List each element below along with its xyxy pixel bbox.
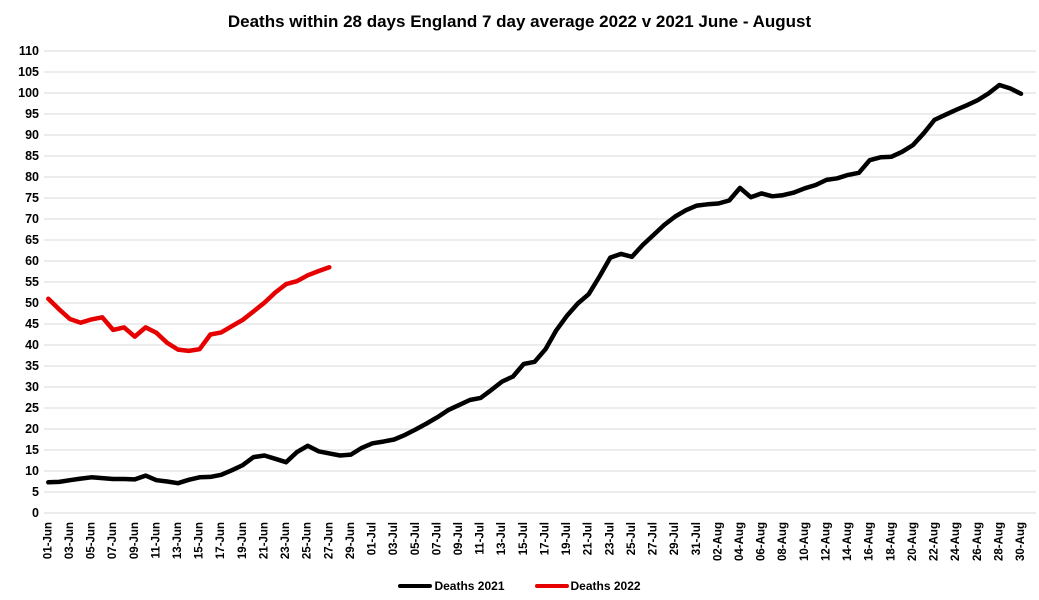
x-tick-label: 21-Jun (258, 522, 270, 559)
x-tick-label: 03-Jul (388, 522, 400, 555)
x-tick-label: 02-Aug (712, 522, 724, 561)
legend-label-2022: Deaths 2022 (570, 579, 641, 593)
y-tick-label: 20 (25, 422, 39, 436)
x-tick-label: 21-Jul (583, 522, 595, 555)
legend-item-deaths-2022: Deaths 2022 (534, 579, 641, 593)
x-tick-label: 29-Jul (669, 522, 681, 555)
x-tick-label: 27-Jul (648, 522, 660, 555)
x-tick-label: 19-Jun (237, 522, 249, 559)
y-tick-label: 45 (25, 317, 39, 331)
x-tick-label: 27-Jun (323, 522, 335, 559)
x-tick-label: 25-Jun (302, 522, 314, 559)
x-tick-label: 31-Jul (691, 522, 703, 555)
x-tick-label: 29-Jun (345, 522, 357, 559)
x-tick-label: 11-Jul (475, 522, 487, 555)
y-tick-label: 95 (25, 107, 39, 121)
x-tick-label: 06-Aug (756, 522, 768, 561)
x-tick-label: 11-Jun (150, 522, 162, 558)
x-tick-label: 14-Aug (842, 522, 854, 561)
x-tick-label: 15-Jun (194, 522, 206, 559)
x-tick-label: 16-Aug (864, 522, 876, 561)
x-tick-label: 12-Aug (820, 522, 832, 561)
x-tick-label: 05-Jun (86, 522, 98, 559)
x-tick-label: 01-Jun (42, 522, 54, 559)
y-tick-label: 0 (32, 506, 39, 520)
y-tick-label: 30 (25, 380, 39, 394)
x-tick-label: 09-Jul (453, 522, 465, 555)
x-tick-label: 07-Jul (431, 522, 443, 555)
y-tick-label: 5 (32, 485, 39, 499)
legend-item-deaths-2021: Deaths 2021 (398, 579, 505, 593)
x-tick-label: 04-Aug (734, 522, 746, 561)
y-tick-label: 10 (25, 464, 39, 478)
x-tick-label: 13-Jun (172, 522, 184, 559)
series-line-deaths-2022 (46, 265, 332, 354)
x-tick-label: 05-Jul (410, 522, 422, 555)
x-tick-label: 17-Jul (539, 522, 551, 555)
x-axis: 01-Jun 03-Jun 05-Jun 07-Jun 09-Jun 11-Jun 13-J… (42, 522, 1027, 561)
x-tick-label: 25-Jul (626, 522, 638, 555)
y-tick-label: 15 (25, 443, 39, 457)
x-tick-label: 10-Aug (799, 522, 811, 561)
x-tick-label: 15-Jul (518, 522, 530, 555)
legend-line-swatch-2021 (398, 584, 433, 588)
y-tick-label: 100 (18, 86, 39, 100)
y-tick-label: 65 (25, 233, 39, 247)
y-tick-label: 70 (25, 212, 39, 226)
y-tick-label: 75 (25, 191, 39, 205)
x-tick-label: 17-Jun (215, 522, 227, 559)
y-axis: 0 5 10 15 20 25 30 35 40 45 50 55 60 65 70 75 80 85 90 95 10… (18, 44, 39, 520)
x-tick-label: 22-Aug (929, 522, 941, 561)
x-tick-label: 19-Jul (561, 522, 573, 555)
x-tick-label: 08-Aug (777, 522, 789, 561)
y-tick-label: 60 (25, 254, 39, 268)
x-tick-label: 20-Aug (907, 522, 919, 561)
gridlines (44, 50, 1036, 514)
x-tick-label: 26-Aug (972, 522, 984, 561)
x-tick-label: 07-Jun (107, 522, 119, 559)
y-tick-label: 85 (25, 149, 39, 163)
x-tick-label: 30-Aug (1015, 522, 1027, 561)
y-tick-label: 40 (25, 338, 39, 352)
x-tick-label: 23-Jul (604, 522, 616, 555)
x-tick-label: 24-Aug (950, 522, 962, 561)
legend-line-swatch-2022 (534, 584, 569, 588)
y-tick-label: 25 (25, 401, 39, 415)
y-tick-label: 35 (25, 359, 39, 373)
y-tick-label: 80 (25, 170, 39, 184)
x-tick-label: 13-Jul (496, 522, 508, 555)
legend-label-2021: Deaths 2021 (434, 579, 505, 593)
chart-title: Deaths within 28 days England 7 day aver… (227, 12, 812, 31)
x-tick-label: 28-Aug (993, 522, 1005, 561)
x-tick-label: 18-Aug (885, 522, 897, 561)
series-line-deaths-2021 (46, 82, 1024, 486)
y-tick-label: 90 (25, 128, 39, 142)
y-tick-label: 55 (25, 275, 39, 289)
x-tick-label: 03-Jun (64, 522, 76, 559)
x-tick-label: 23-Jun (280, 522, 292, 559)
y-tick-label: 50 (25, 296, 39, 310)
chart-legend: Deaths 2021 Deaths 2022 (0, 579, 1039, 593)
y-tick-label: 105 (18, 65, 39, 79)
y-tick-label: 110 (19, 44, 39, 58)
x-tick-label: 09-Jun (129, 522, 141, 559)
x-tick-label: 01-Jul (367, 522, 379, 555)
